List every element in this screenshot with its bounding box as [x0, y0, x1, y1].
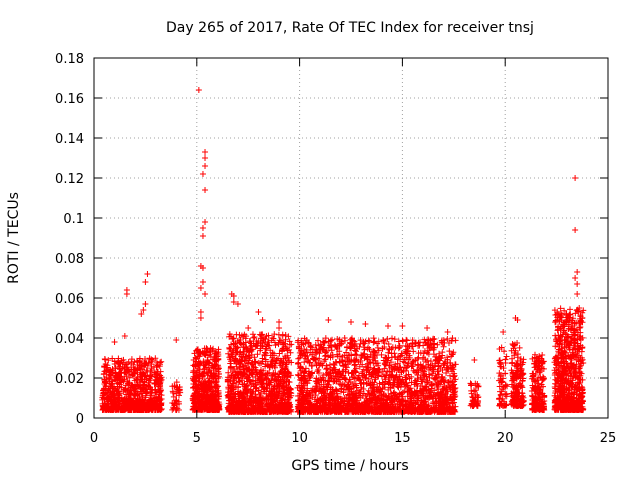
- data-point: [255, 309, 262, 315]
- data-point: [202, 155, 209, 161]
- data-point: [202, 163, 209, 169]
- y-tick-label: 0.08: [55, 252, 84, 267]
- x-tick-label: 10: [291, 431, 308, 446]
- x-tick-label: 5: [193, 431, 201, 446]
- data-point: [230, 299, 237, 305]
- data-points: [99, 87, 587, 415]
- data-point: [199, 265, 206, 271]
- data-point: [202, 187, 209, 193]
- data-point: [199, 279, 206, 285]
- data-point: [111, 339, 118, 345]
- y-tick-label: 0.04: [55, 332, 84, 347]
- data-point: [362, 321, 369, 327]
- data-point: [245, 325, 252, 331]
- y-tick-label: 0.12: [55, 172, 84, 187]
- data-point: [276, 319, 283, 325]
- data-point: [140, 307, 147, 313]
- y-tick-label: 0.06: [55, 292, 84, 307]
- data-point: [121, 333, 128, 339]
- data-point: [142, 301, 149, 307]
- x-tick-label: 20: [497, 431, 514, 446]
- y-tick-label: 0.18: [55, 52, 84, 67]
- data-point: [572, 175, 579, 181]
- data-point: [138, 311, 145, 317]
- data-point: [385, 323, 392, 329]
- data-point: [574, 291, 581, 297]
- point-cloud: [99, 305, 587, 415]
- chart-title: Day 265 of 2017, Rate Of TEC Index for r…: [166, 20, 534, 36]
- data-point: [325, 317, 332, 323]
- data-point: [514, 317, 521, 323]
- data-point: [197, 285, 204, 291]
- x-tick-label: 25: [600, 431, 617, 446]
- plot-frame: [93, 57, 609, 419]
- data-point: [276, 325, 283, 331]
- y-tick-label: 0.1: [63, 212, 84, 227]
- data-point: [444, 329, 451, 335]
- y-axis-label: ROTI / TECUs: [6, 192, 22, 284]
- x-tick-label: 0: [90, 431, 98, 446]
- data-point: [399, 323, 406, 329]
- x-tick-label: 15: [394, 431, 411, 446]
- data-point: [144, 271, 151, 277]
- y-tick-label: 0.16: [55, 92, 84, 107]
- data-point: [142, 279, 149, 285]
- x-axis-label: GPS time / hours: [291, 458, 408, 474]
- data-point: [572, 275, 579, 281]
- data-point: [202, 219, 209, 225]
- data-point: [202, 291, 209, 297]
- data-point: [500, 329, 507, 335]
- axis-ticks: 0 0.02 0.04 0.06 0.08 0.1 0.12 0.14 0.16 0.18 0 5 10…: [55, 52, 616, 446]
- data-point: [173, 337, 180, 343]
- y-tick-label: 0: [76, 412, 84, 427]
- data-point: [348, 319, 354, 325]
- data-point: [574, 281, 581, 287]
- data-point: [424, 325, 431, 331]
- y-tick-label: 0.14: [55, 132, 84, 147]
- data-point: [572, 227, 579, 233]
- data-point: [195, 87, 202, 93]
- data-point: [123, 291, 130, 297]
- data-point: [230, 293, 237, 299]
- data-point: [199, 171, 206, 177]
- data-point: [234, 301, 241, 307]
- data-point: [199, 233, 206, 239]
- data-point: [202, 149, 209, 155]
- data-point: [259, 317, 266, 323]
- data-point: [199, 225, 206, 231]
- data-point: [574, 269, 581, 275]
- data-point: [576, 305, 583, 311]
- y-tick-label: 0.02: [55, 372, 84, 387]
- data-point: [197, 315, 204, 321]
- data-point: [197, 309, 204, 315]
- data-point: [471, 357, 478, 363]
